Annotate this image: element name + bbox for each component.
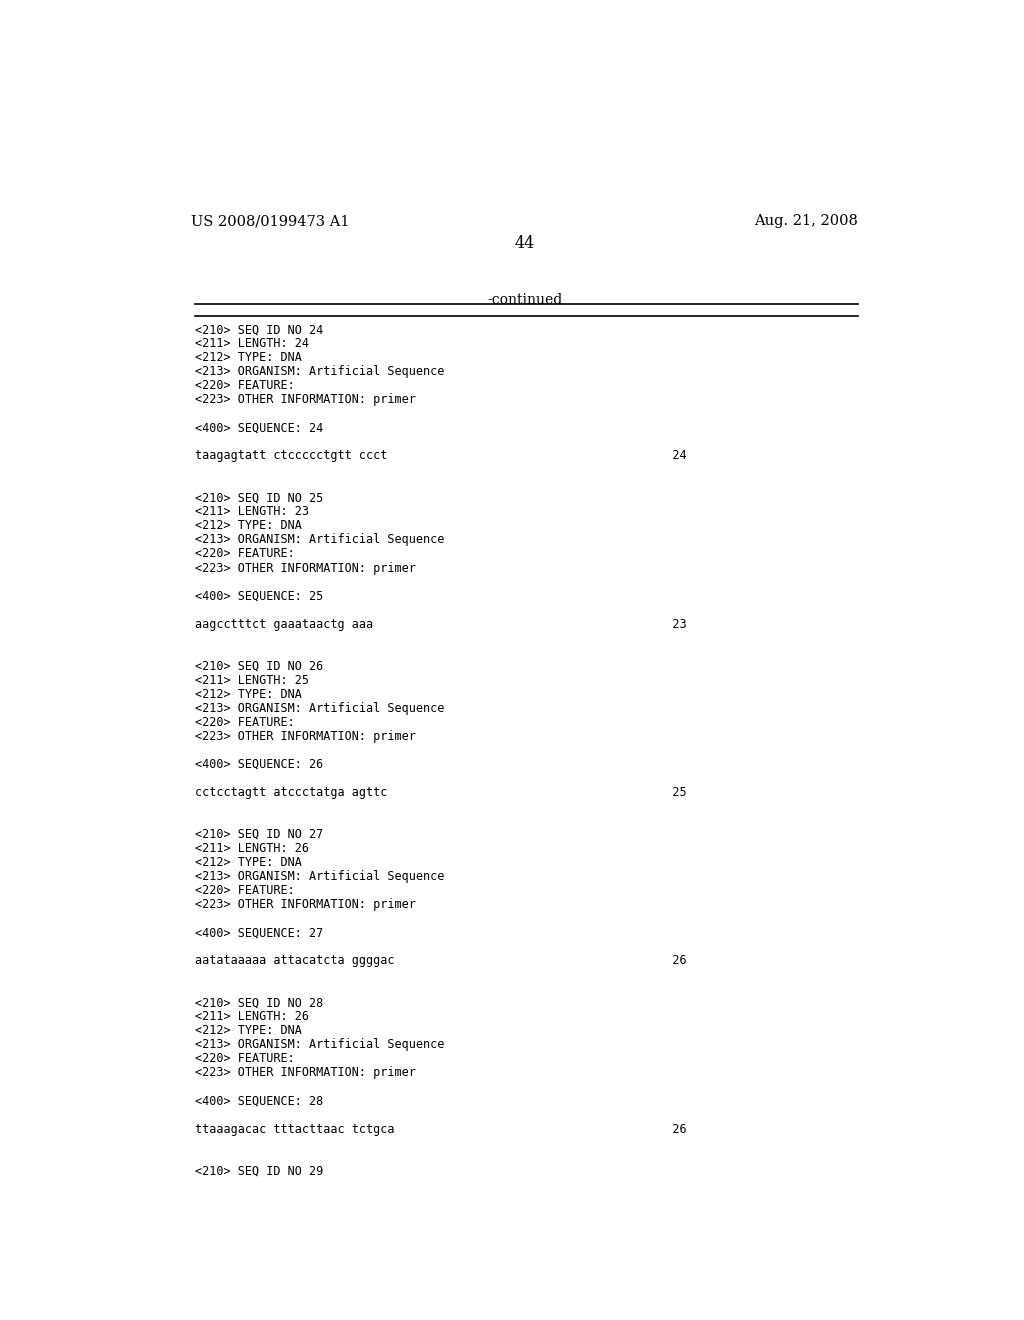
- Text: <223> OTHER INFORMATION: primer: <223> OTHER INFORMATION: primer: [196, 561, 417, 574]
- Text: taagagtatt ctccccctgtt ccct                                        24: taagagtatt ctccccctgtt ccct 24: [196, 449, 687, 462]
- Text: <210> SEQ ID NO 26: <210> SEQ ID NO 26: [196, 660, 324, 673]
- Text: <220> FEATURE:: <220> FEATURE:: [196, 548, 295, 561]
- Text: 44: 44: [515, 235, 535, 252]
- Text: <212> TYPE: DNA: <212> TYPE: DNA: [196, 688, 302, 701]
- Text: <210> SEQ ID NO 24: <210> SEQ ID NO 24: [196, 323, 324, 337]
- Text: <211> LENGTH: 25: <211> LENGTH: 25: [196, 673, 309, 686]
- Text: <210> SEQ ID NO 29: <210> SEQ ID NO 29: [196, 1164, 324, 1177]
- Text: <213> ORGANISM: Artificial Sequence: <213> ORGANISM: Artificial Sequence: [196, 533, 444, 546]
- Text: <212> TYPE: DNA: <212> TYPE: DNA: [196, 857, 302, 869]
- Text: <400> SEQUENCE: 24: <400> SEQUENCE: 24: [196, 421, 324, 434]
- Text: <223> OTHER INFORMATION: primer: <223> OTHER INFORMATION: primer: [196, 898, 417, 911]
- Text: <400> SEQUENCE: 26: <400> SEQUENCE: 26: [196, 758, 324, 771]
- Text: <210> SEQ ID NO 27: <210> SEQ ID NO 27: [196, 828, 324, 841]
- Text: <212> TYPE: DNA: <212> TYPE: DNA: [196, 520, 302, 532]
- Text: <400> SEQUENCE: 27: <400> SEQUENCE: 27: [196, 927, 324, 940]
- Text: <213> ORGANISM: Artificial Sequence: <213> ORGANISM: Artificial Sequence: [196, 702, 444, 714]
- Text: <223> OTHER INFORMATION: primer: <223> OTHER INFORMATION: primer: [196, 730, 417, 743]
- Text: aagcctttct gaaataactg aaa                                          23: aagcctttct gaaataactg aaa 23: [196, 618, 687, 631]
- Text: ttaaagacac tttacttaac tctgca                                       26: ttaaagacac tttacttaac tctgca 26: [196, 1122, 687, 1135]
- Text: <223> OTHER INFORMATION: primer: <223> OTHER INFORMATION: primer: [196, 1067, 417, 1080]
- Text: -continued: -continued: [487, 293, 562, 306]
- Text: Aug. 21, 2008: Aug. 21, 2008: [755, 214, 858, 228]
- Text: <220> FEATURE:: <220> FEATURE:: [196, 715, 295, 729]
- Text: <211> LENGTH: 26: <211> LENGTH: 26: [196, 1010, 309, 1023]
- Text: <211> LENGTH: 23: <211> LENGTH: 23: [196, 506, 309, 519]
- Text: <210> SEQ ID NO 28: <210> SEQ ID NO 28: [196, 997, 324, 1010]
- Text: cctcctagtt atccctatga agttc                                        25: cctcctagtt atccctatga agttc 25: [196, 785, 687, 799]
- Text: <213> ORGANISM: Artificial Sequence: <213> ORGANISM: Artificial Sequence: [196, 870, 444, 883]
- Text: <211> LENGTH: 26: <211> LENGTH: 26: [196, 842, 309, 855]
- Text: <400> SEQUENCE: 25: <400> SEQUENCE: 25: [196, 590, 324, 602]
- Text: <220> FEATURE:: <220> FEATURE:: [196, 1052, 295, 1065]
- Text: aatataaaaa attacatcta ggggac                                       26: aatataaaaa attacatcta ggggac 26: [196, 954, 687, 968]
- Text: <213> ORGANISM: Artificial Sequence: <213> ORGANISM: Artificial Sequence: [196, 1039, 444, 1052]
- Text: <212> TYPE: DNA: <212> TYPE: DNA: [196, 351, 302, 364]
- Text: <213> ORGANISM: Artificial Sequence: <213> ORGANISM: Artificial Sequence: [196, 366, 444, 378]
- Text: <220> FEATURE:: <220> FEATURE:: [196, 884, 295, 898]
- Text: <220> FEATURE:: <220> FEATURE:: [196, 379, 295, 392]
- Text: <223> OTHER INFORMATION: primer: <223> OTHER INFORMATION: primer: [196, 393, 417, 407]
- Text: <400> SEQUENCE: 28: <400> SEQUENCE: 28: [196, 1094, 324, 1107]
- Text: <212> TYPE: DNA: <212> TYPE: DNA: [196, 1024, 302, 1038]
- Text: <211> LENGTH: 24: <211> LENGTH: 24: [196, 337, 309, 350]
- Text: <210> SEQ ID NO 25: <210> SEQ ID NO 25: [196, 491, 324, 504]
- Text: US 2008/0199473 A1: US 2008/0199473 A1: [191, 214, 350, 228]
